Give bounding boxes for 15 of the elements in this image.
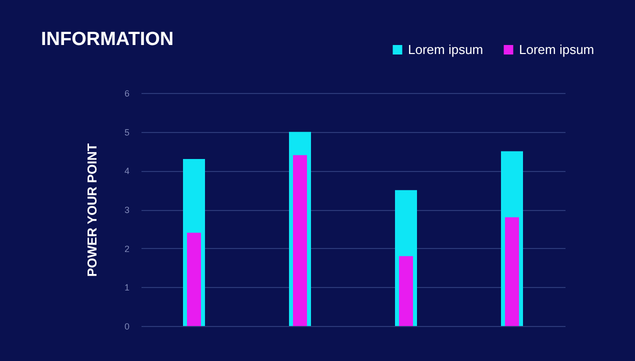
y-axis-title: POWER YOUR POINT [84,143,100,277]
legend-label: Lorem ipsum [519,42,594,57]
y-tick-label: 4 [124,166,130,176]
y-tick-label: 3 [124,205,130,215]
bar [505,217,519,326]
chart-title: INFORMATION [40,29,174,50]
y-tick-label: 5 [124,127,130,138]
y-tick-label: 6 [124,88,130,98]
y-tick-label: 1 [124,282,130,293]
y-tick-label: 2 [124,244,130,254]
y-tick-label: 0 [124,322,130,332]
bar [399,256,413,326]
bar [293,155,307,326]
bar [187,232,201,326]
legend-label: Lorem ipsum [408,42,484,57]
